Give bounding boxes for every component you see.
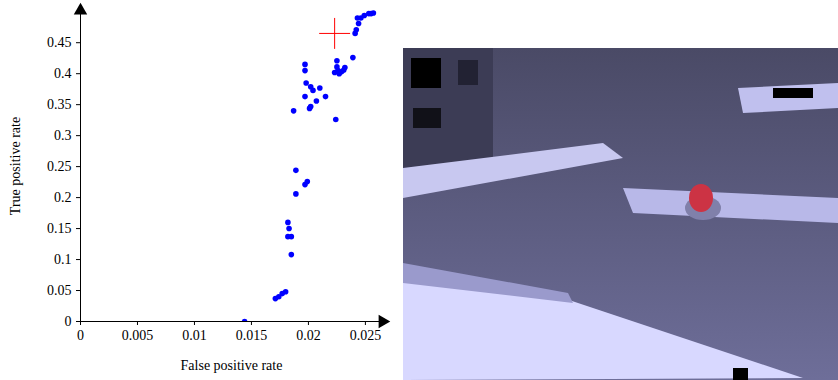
svg-text:0.05: 0.05 [47,283,72,298]
svg-text:0.25: 0.25 [47,159,72,174]
svg-text:0: 0 [77,328,84,343]
svg-text:True positive rate: True positive rate [8,117,23,215]
svg-text:0.35: 0.35 [47,97,72,112]
svg-text:0.005: 0.005 [122,328,154,343]
svg-text:0.1: 0.1 [54,252,72,267]
svg-text:0.2: 0.2 [54,190,72,205]
svg-text:0.015: 0.015 [236,328,268,343]
svg-text:0.4: 0.4 [54,66,72,81]
svg-text:0.02: 0.02 [296,328,321,343]
svg-text:0.01: 0.01 [182,328,207,343]
svg-text:0.45: 0.45 [47,35,72,50]
svg-text:0: 0 [65,314,72,329]
svg-text:0.025: 0.025 [350,328,382,343]
svg-text:0.3: 0.3 [54,128,72,143]
svg-text:0.15: 0.15 [47,221,72,236]
svg-text:False positive rate: False positive rate [181,358,283,373]
